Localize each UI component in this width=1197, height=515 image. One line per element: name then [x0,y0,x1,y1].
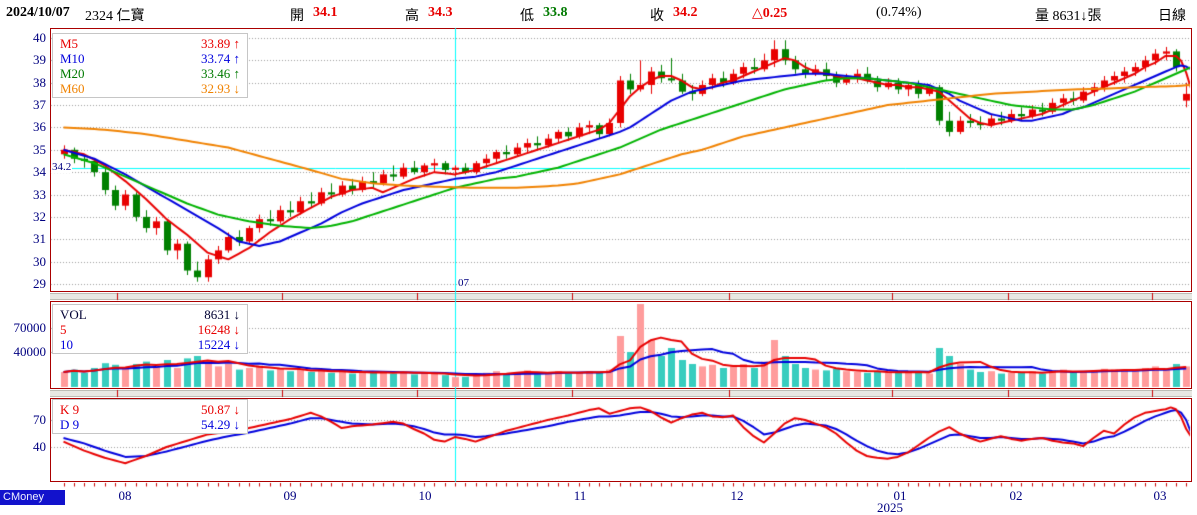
volume-text: 量 8631↓張 [1035,9,1102,24]
low-value: 33.8 [543,5,568,20]
ma60-row: M60 32.93 ↓ [53,81,247,96]
ma10-value: 33.74 ↑ [201,51,240,66]
open-label: 開 [290,9,304,24]
crosshair-date-label: 07 [458,277,469,289]
k9-value: 50.87 ↓ [201,402,240,417]
y-axis-label: 36 [33,119,46,135]
y-axis-label: 70000 [13,320,47,335]
y-axis-label: 31 [33,231,46,247]
change-percent: (0.74%) [876,5,922,20]
ma60-value: 32.93 ↓ [201,81,240,96]
y-axis-label: 40 [33,439,46,454]
quote-header: 2024/10/07 2324 仁寶 開 34.1 高 34.3 低 33.8 … [0,0,1197,27]
vol-row: VOL 8631 ↓ [53,307,247,322]
k9-label: K 9 [60,402,80,417]
y-axis-label: 29 [33,275,46,291]
high-label: 高 [405,9,419,24]
d9-value: 54.29 ↓ [201,417,240,432]
month-label: 12 [730,488,744,503]
ma20-row: M20 33.46 ↑ [53,66,247,81]
y-axis-label: 70 [33,412,46,427]
change-value: △0.25 [752,6,788,21]
ma10-label: M10 [60,51,85,66]
ma-legend: M5 33.89 ↑ M10 33.74 ↑ M20 33.46 ↑ M60 32.93… [52,33,248,98]
vol-label: VOL [60,307,87,322]
y-axis-label: 40000 [13,344,47,359]
low-label: 低 [520,9,534,24]
y-axis-label: 38 [33,74,46,90]
year-label: 2025 [877,500,903,515]
month-label: 02 [1009,488,1023,503]
cmoney-logo: CMoney [0,490,65,505]
month-label: 10 [418,488,432,503]
y-axis-label: 33 [33,186,46,202]
ma20-label: M20 [60,66,85,81]
stock-name: 2324 仁寶 [85,9,145,24]
y-axis-label: 40 [33,30,46,45]
volume-legend: VOL 8631 ↓ 5 16248 ↓ 10 15224 ↓ [52,304,248,354]
high-value: 34.3 [428,5,453,20]
d9-label: D 9 [60,417,80,432]
period-label: 日線 [1158,9,1186,24]
ma5-label: M5 [60,36,79,51]
ma60-label: M60 [60,81,85,96]
y-axis-label: 39 [33,52,46,68]
y-axis-label: 32 [33,208,46,224]
y-axis-label: 34 [33,164,46,180]
ma20-value: 33.46 ↑ [201,66,240,81]
d9-row: D 9 54.29 ↓ [53,417,247,432]
month-label: 11 [573,488,587,503]
quote-date: 2024/10/07 [6,5,70,20]
vol-ma5-row: 5 16248 ↓ [53,322,247,337]
close-value: 34.2 [673,5,698,20]
ma5-value: 33.89 ↑ [201,36,240,51]
close-label: 收 [650,9,664,24]
y-axis-label: 30 [33,253,46,269]
kd-legend: K 9 50.87 ↓ D 9 54.29 ↓ [52,399,248,434]
k9-row: K 9 50.87 ↓ [53,402,247,417]
vol-ma5-value: 16248 ↓ [197,322,240,337]
open-value: 34.1 [313,5,338,20]
ma10-row: M10 33.74 ↑ [53,51,247,66]
y-axis-label: 37 [33,97,46,113]
vol-value: 8631 ↓ [204,307,240,322]
month-label: 03 [1153,488,1167,503]
y-axis-label: 35 [33,141,46,157]
vol-ma10-value: 15224 ↓ [197,337,240,352]
month-label: 01 [893,488,907,503]
month-label: 09 [283,488,297,503]
ma5-row: M5 33.89 ↑ [53,36,247,51]
vol-ma5-label: 5 [60,322,67,337]
month-label: 08 [118,488,132,503]
vol-ma10-label: 10 [60,337,73,352]
vol-ma10-row: 10 15224 ↓ [53,337,247,352]
crosshair-price-label: 34.2 [51,161,73,173]
